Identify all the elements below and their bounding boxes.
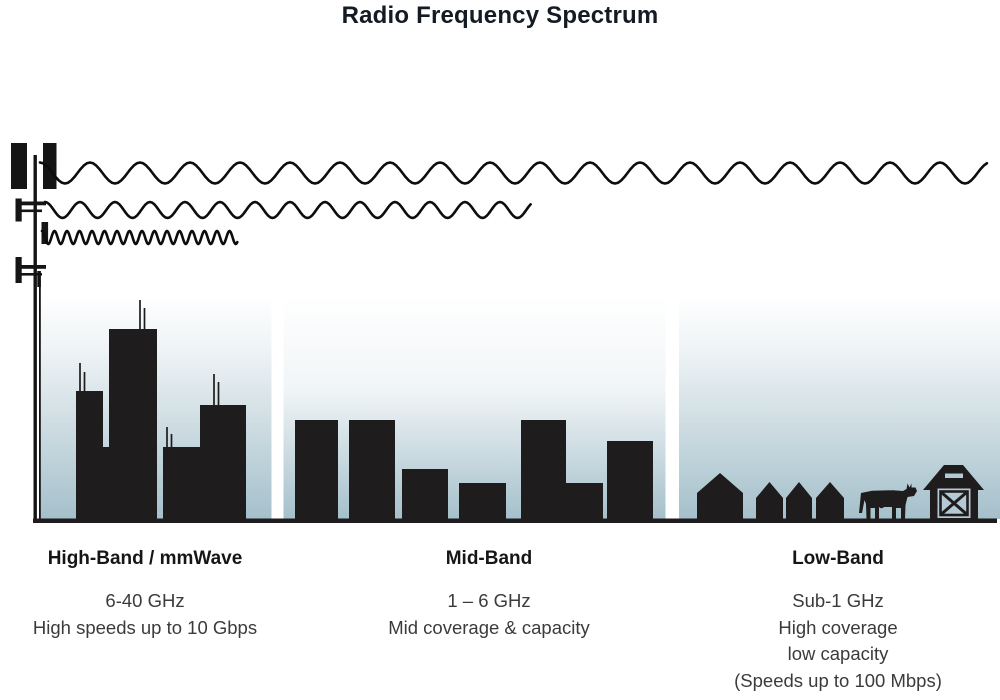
- cow-icon: [859, 483, 917, 519]
- band-column-lowband: Low-Band Sub-1 GHz High coverage low cap…: [688, 548, 988, 694]
- rooftop-antennas: [79, 300, 220, 448]
- band-frequency-lowband: Sub-1 GHz: [792, 590, 884, 611]
- barn-vent-slit: [945, 473, 963, 478]
- tower-stub: [37, 271, 41, 287]
- tower-pole: [33, 155, 37, 522]
- band-description-midband: Mid coverage & capacity: [388, 616, 590, 638]
- building: [521, 420, 566, 519]
- building: [402, 469, 448, 519]
- building: [349, 420, 395, 519]
- page-title: Radio Frequency Spectrum: [341, 2, 659, 29]
- long-wavelength-wave-icon: [38, 161, 989, 185]
- band-frequency-midband: 1 – 6 GHz: [447, 590, 531, 611]
- midband-sky-panel: [283, 295, 666, 519]
- antenna-panel-left: [11, 143, 27, 189]
- antenna-panel-right: [43, 143, 57, 189]
- skyscraper: [103, 447, 109, 519]
- antenna-panel-small: [15, 198, 22, 222]
- building: [295, 420, 338, 519]
- band-labels: High-Band / mmWave 6-40 GHz High speeds …: [0, 548, 1000, 700]
- building: [459, 483, 506, 519]
- building: [566, 483, 603, 519]
- rural-scene-lowband: [697, 465, 984, 520]
- skyscraper: [76, 391, 103, 519]
- tower-crossbar: [21, 209, 42, 213]
- spectrum-illustration: [11, 143, 1000, 523]
- tower-crossbar: [17, 265, 46, 269]
- band-description-highband: High speeds up to 10 Gbps: [32, 616, 258, 638]
- house-icon: [786, 482, 812, 519]
- band-heading-lowband: Low-Band: [792, 548, 884, 569]
- city-skyline-highband: [76, 300, 246, 519]
- skyscraper: [109, 329, 157, 519]
- mid-rise-buildings-midband: [295, 420, 653, 519]
- house-icon: [697, 473, 743, 519]
- band-column-highband: High-Band / mmWave 6-40 GHz High speeds …: [10, 548, 280, 641]
- antenna-panel-small: [15, 257, 22, 283]
- building: [607, 441, 653, 519]
- skyscraper: [163, 447, 200, 519]
- house-icon: [756, 482, 783, 519]
- medium-wavelength-wave-icon: [43, 200, 532, 220]
- tower-crossbar: [17, 201, 46, 206]
- cell-tower-icon: [11, 143, 57, 522]
- band-description-lowband: High coverage: [778, 616, 898, 638]
- band-description-lowband: (Speeds up to 100 Mbps): [734, 669, 942, 691]
- band-description-lowband: low capacity: [787, 643, 889, 664]
- tower-crossbar: [21, 273, 42, 276]
- house-icon: [816, 482, 844, 519]
- skyscraper: [200, 405, 246, 519]
- band-heading-midband: Mid-Band: [445, 548, 533, 569]
- tower-pole-secondary: [39, 280, 41, 522]
- barn-icon: [923, 465, 984, 520]
- band-heading-highband: High-Band / mmWave: [47, 548, 243, 569]
- band-frequency-highband: 6-40 GHz: [105, 590, 185, 611]
- band-column-midband: Mid-Band 1 – 6 GHz Mid coverage & capaci…: [349, 548, 629, 641]
- barn-door-crossbuck: [940, 491, 968, 516]
- ground-baseline: [33, 518, 997, 523]
- short-wavelength-wave-icon: [40, 229, 239, 246]
